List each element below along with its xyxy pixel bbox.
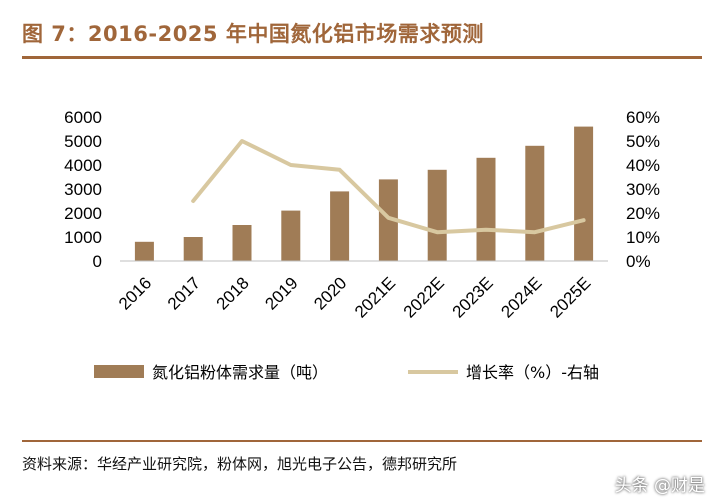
x-tick-label: 2025E [546, 273, 594, 321]
title-divider [22, 56, 702, 59]
left-tick-label: 5000 [64, 132, 102, 151]
right-tick-label: 50% [626, 132, 660, 151]
left-tick-label: 3000 [64, 180, 102, 199]
right-tick-label: 60% [626, 108, 660, 127]
growth-rate-line [191, 139, 586, 235]
x-tick-label: 2022E [400, 273, 448, 321]
figure-title: 图 7：2016-2025 年中国氮化铝市场需求预测 [22, 22, 484, 46]
legend-label-bar: 氮化铝粉体需求量（吨） [152, 363, 328, 382]
legend-swatch-bar [94, 365, 144, 378]
bar-2019 [281, 210, 301, 261]
demand-forecast-chart: 0 1000 2000 3000 4000 5000 6000 0% 10% 20% 30% 40%… [64, 108, 660, 382]
right-tick-label: 20% [626, 204, 660, 223]
x-tick-label: 2023E [449, 273, 497, 321]
left-tick-label: 2000 [64, 204, 102, 223]
bar-2023E [476, 157, 496, 261]
bar-2025E [574, 126, 594, 261]
bar-2017 [183, 237, 203, 261]
bar-2020 [330, 191, 350, 261]
right-axis: 0% 10% 20% 30% 40% 50% 60% [626, 108, 660, 271]
right-tick-label: 10% [626, 228, 660, 247]
x-tick-label: 2020 [310, 273, 350, 313]
x-tick-label: 2021E [351, 273, 399, 321]
x-tick-label: 2017 [164, 273, 204, 313]
left-tick-label: 4000 [64, 156, 102, 175]
x-tick-label: 2016 [115, 273, 155, 313]
bar-2022E [427, 169, 447, 261]
right-tick-label: 40% [626, 156, 660, 175]
legend-label-line: 增长率（%）-右轴 [466, 363, 599, 382]
x-tick-label: 2019 [261, 273, 301, 313]
source-note: 资料来源：华经产业研究院，粉体网，旭光电子公告，德邦研究所 [22, 455, 458, 473]
bar-2021E [378, 179, 398, 261]
legend: 氮化铝粉体需求量（吨） 增长率（%）-右轴 [94, 363, 599, 382]
x-tick-label: 2024E [497, 273, 545, 321]
left-tick-label: 1000 [64, 228, 102, 247]
left-tick-label: 0 [93, 252, 102, 271]
watermark: 头条 @财是 [614, 476, 705, 496]
left-tick-label: 6000 [64, 108, 102, 127]
x-tick-label: 2018 [213, 273, 253, 313]
left-axis: 0 1000 2000 3000 4000 5000 6000 [64, 108, 102, 271]
growth-line-series [191, 139, 586, 235]
bar-2024E [525, 145, 545, 261]
right-tick-label: 30% [626, 180, 660, 199]
bar-2018 [232, 225, 252, 261]
footer-divider [22, 440, 702, 442]
bar-2016 [134, 241, 154, 261]
right-tick-label: 0% [626, 252, 651, 271]
x-axis: 2016 2017 2018 2019 2020 2021E 2022E 2023E 2024E… [115, 273, 594, 321]
